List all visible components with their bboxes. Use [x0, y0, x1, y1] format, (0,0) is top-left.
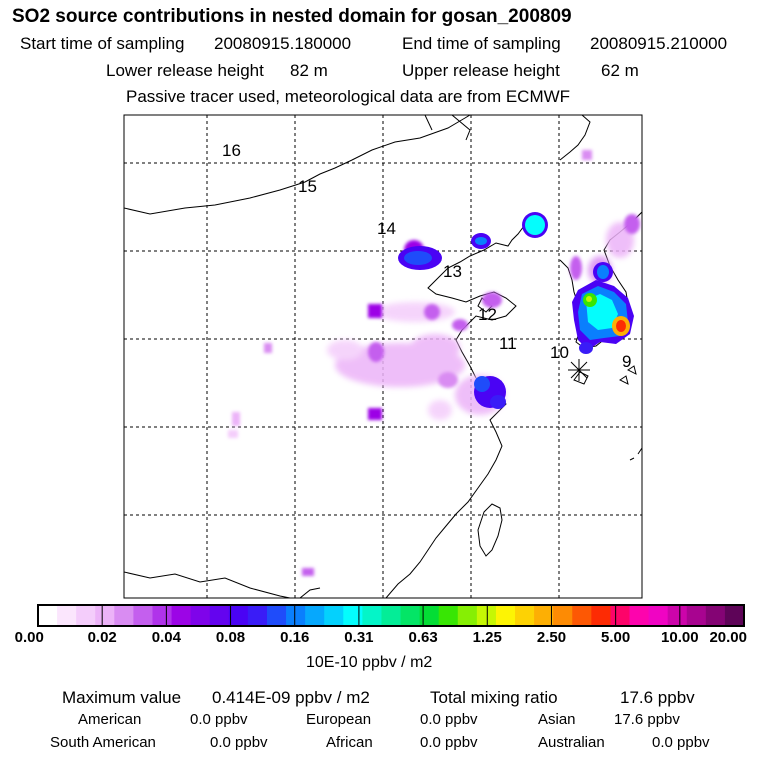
grid-label-14: 14	[377, 219, 396, 238]
african-value: 0.0 ppbv	[420, 734, 478, 751]
australian-value: 0.0 ppbv	[652, 734, 710, 751]
upper-height-value: 62 m	[601, 61, 639, 80]
colorbar-tick-label: 0.02	[87, 629, 117, 646]
colorbar-swatch	[57, 605, 77, 626]
info-line: Passive tracer used, meteorological data…	[126, 87, 571, 106]
south-american-label: South American	[50, 734, 156, 751]
grid-label-13: 13	[443, 262, 462, 281]
colorbar-swatch	[667, 605, 688, 626]
colorbar-swatch	[362, 605, 382, 626]
grid-lines	[124, 115, 642, 598]
colorbar-swatch	[515, 605, 535, 626]
colorbar-swatch	[591, 605, 611, 626]
lower-height-value: 82 m	[290, 61, 328, 80]
end-time-value: 20080915.210000	[590, 34, 728, 53]
colorbar-swatch	[476, 605, 497, 626]
colorbar-tick-label: 20.00	[709, 629, 748, 646]
colorbar-swatch	[114, 605, 134, 626]
colorbar-swatch	[76, 605, 96, 626]
end-time-label: End time of sampling	[402, 34, 561, 53]
colorbar-swatch	[95, 605, 115, 626]
receptor-marker	[568, 359, 590, 381]
colorbar-tick-label: 0.63	[408, 629, 438, 646]
colorbar-units: 10E-10 ppbv / m2	[306, 654, 433, 671]
colorbar-tick-label: 0.31	[344, 629, 374, 646]
asian-label: Asian	[538, 711, 576, 728]
colorbar-swatch	[266, 605, 287, 626]
colorbar-tick-label: 0.08	[215, 629, 246, 646]
colorbar-swatch	[553, 605, 573, 626]
colorbar	[37, 604, 745, 627]
max-value: 0.414E-09 ppbv / m2	[212, 688, 370, 707]
colorbar-swatch	[305, 605, 325, 626]
african-label: African	[326, 734, 373, 751]
colorbar-swatch	[705, 605, 726, 626]
grid-label-12: 12	[478, 305, 497, 324]
colorbar-swatch	[343, 605, 363, 626]
colorbar-swatch	[38, 605, 58, 626]
american-label: American	[78, 711, 142, 728]
australian-label: Australian	[538, 734, 605, 751]
colorbar-tick-label: 10.00	[661, 629, 699, 646]
colorbar-swatch	[133, 605, 153, 626]
start-time-value: 20080915.180000	[214, 34, 352, 53]
upper-height-label: Upper release height	[402, 61, 560, 80]
grid-label-10: 10	[550, 343, 569, 362]
colorbar-tick-label: 0.16	[280, 629, 310, 646]
start-time-label: Start time of sampling	[20, 34, 185, 53]
colorbar-swatch	[572, 605, 592, 626]
coastlines	[124, 115, 642, 598]
colorbar-swatch	[438, 605, 459, 626]
asian-value: 17.6 ppbv	[614, 711, 680, 728]
total-mixing-label: Total mixing ratio	[430, 688, 558, 707]
colorbar-tick-label: 0.00	[14, 629, 44, 646]
colorbar-swatch	[286, 605, 306, 626]
lower-height-label: Lower release height	[106, 61, 264, 80]
colorbar-frame	[37, 604, 745, 627]
colorbar-swatch	[171, 605, 192, 626]
colorbar-tick-label: 2.50	[536, 629, 567, 646]
colorbar-swatch	[457, 605, 478, 626]
colorbar-swatch	[247, 605, 268, 626]
grid-label-9: 9	[622, 352, 631, 371]
colorbar-swatch	[495, 605, 516, 626]
colorbar-tick-label: 5.00	[601, 629, 631, 646]
colorbar-swatch	[152, 605, 173, 626]
max-value-label: Maximum value	[62, 688, 182, 707]
south-american-value: 0.0 ppbv	[210, 734, 268, 751]
grid-label-16: 16	[222, 141, 241, 160]
concentration-field	[228, 150, 640, 576]
figure-title: SO2 source contributions in nested domai…	[12, 6, 572, 27]
american-value: 0.0 ppbv	[190, 711, 248, 728]
grid-label-15: 15	[298, 177, 317, 196]
colorbar-swatch	[400, 605, 421, 626]
colorbar-swatch	[629, 605, 650, 626]
colorbar-swatch	[724, 605, 745, 626]
colorbar-swatch	[419, 605, 440, 626]
total-mixing-value: 17.6 ppbv	[620, 688, 695, 707]
colorbar-swatch	[648, 605, 669, 626]
colorbar-swatch	[228, 605, 249, 626]
colorbar-tick-label: 1.25	[472, 629, 502, 646]
colorbar-swatch	[686, 605, 707, 626]
grid-label-11: 11	[499, 334, 517, 353]
colorbar-swatch	[190, 605, 211, 626]
colorbar-swatch	[610, 605, 631, 626]
colorbar-swatch	[381, 605, 402, 626]
colorbar-swatch	[324, 605, 344, 626]
european-label: European	[306, 711, 372, 728]
colorbar-swatch	[209, 605, 230, 626]
european-value: 0.0 ppbv	[420, 711, 478, 728]
colorbar-swatch	[534, 605, 554, 626]
colorbar-tick-label: 0.04	[151, 629, 181, 646]
